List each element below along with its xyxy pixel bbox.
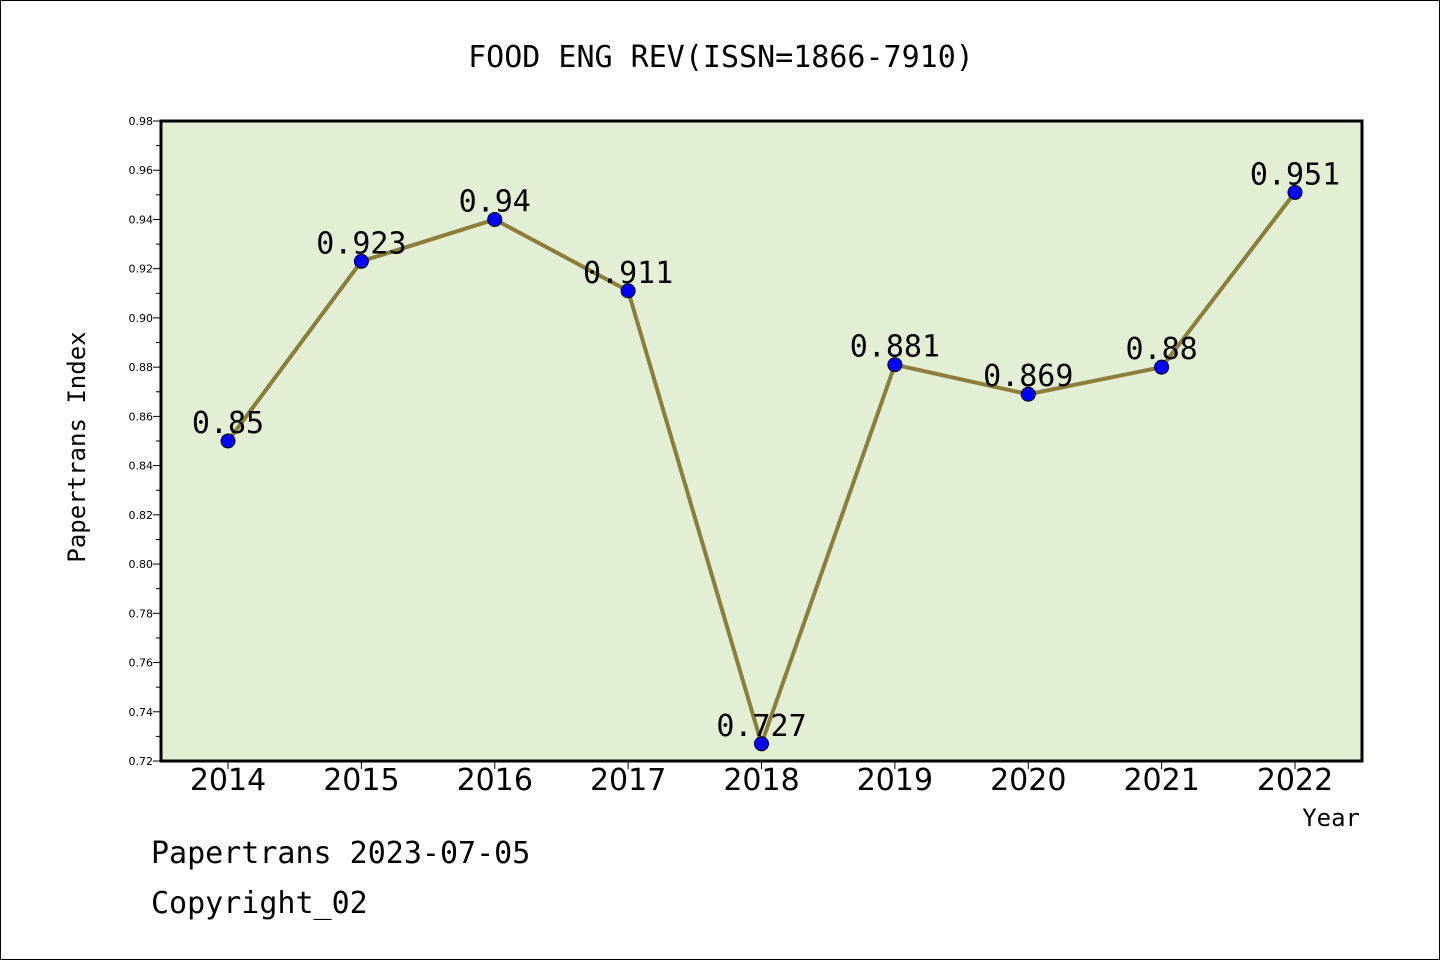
data-point — [887, 357, 903, 373]
data-point — [487, 211, 503, 227]
data-label: 0.94 — [459, 184, 531, 219]
footer-copyright: Copyright_02 — [151, 886, 368, 921]
x-axis: 2014 2015 2016 2017 2018 2019 2020 2021 2022 — [190, 761, 1333, 798]
y-tick-label: 0.78 — [129, 607, 154, 620]
data-point — [620, 283, 636, 299]
series-points — [220, 184, 1303, 752]
data-point — [1154, 359, 1170, 375]
data-label: 0.869 — [983, 359, 1073, 394]
y-tick-label: 0.76 — [129, 657, 154, 670]
y-tick-label: 0.82 — [129, 509, 154, 522]
x-tick-label: 2021 — [1123, 763, 1199, 798]
data-label: 0.951 — [1250, 157, 1340, 192]
y-tick-label: 0.74 — [129, 706, 154, 719]
x-tick-label: 2016 — [457, 763, 533, 798]
x-tick-label: 2015 — [323, 763, 399, 798]
x-tick-label: 2014 — [190, 763, 266, 798]
x-tick-label: 2018 — [723, 763, 799, 798]
data-labels: 0.85 0.923 0.94 0.911 0.727 0.881 0.869 0.88 0.9… — [192, 157, 1340, 743]
data-label: 0.727 — [716, 709, 806, 744]
y-tick-label: 0.84 — [129, 460, 154, 473]
y-tick-label: 0.92 — [129, 263, 154, 276]
data-label: 0.923 — [316, 226, 406, 261]
y-tick-label: 0.72 — [129, 755, 154, 768]
y-tick-label: 0.98 — [129, 115, 154, 128]
y-axis: 0.72 0.74 0.76 0.78 0.80 0.82 0.84 0.86 0.88 0.90… — [129, 115, 161, 768]
footer-date: Papertrans 2023-07-05 — [151, 836, 531, 871]
y-axis-title: Papertrans Index — [63, 331, 91, 562]
data-point — [220, 433, 236, 449]
data-label: 0.88 — [1126, 332, 1198, 367]
data-point — [1020, 386, 1036, 402]
y-tick-label: 0.94 — [129, 213, 154, 226]
data-label: 0.911 — [583, 256, 673, 291]
data-point — [1287, 184, 1303, 200]
plot-area — [159, 119, 1364, 763]
x-tick-label: 2020 — [990, 763, 1066, 798]
y-tick-label: 0.86 — [129, 410, 154, 423]
y-tick-label: 0.96 — [129, 164, 154, 177]
x-tick-label: 2017 — [590, 763, 666, 798]
y-tick-label: 0.80 — [129, 558, 154, 571]
data-point — [353, 253, 369, 269]
data-label: 0.881 — [850, 330, 940, 365]
chart-title: FOOD ENG REV(ISSN=1866-7910) — [468, 40, 974, 75]
x-axis-title: Year — [1302, 804, 1360, 832]
data-point — [754, 736, 769, 752]
data-label: 0.85 — [192, 406, 264, 441]
y-tick-label: 0.88 — [129, 361, 154, 374]
x-tick-label: 2022 — [1257, 763, 1333, 798]
y-tick-label: 0.90 — [129, 312, 154, 325]
x-tick-label: 2019 — [857, 763, 933, 798]
